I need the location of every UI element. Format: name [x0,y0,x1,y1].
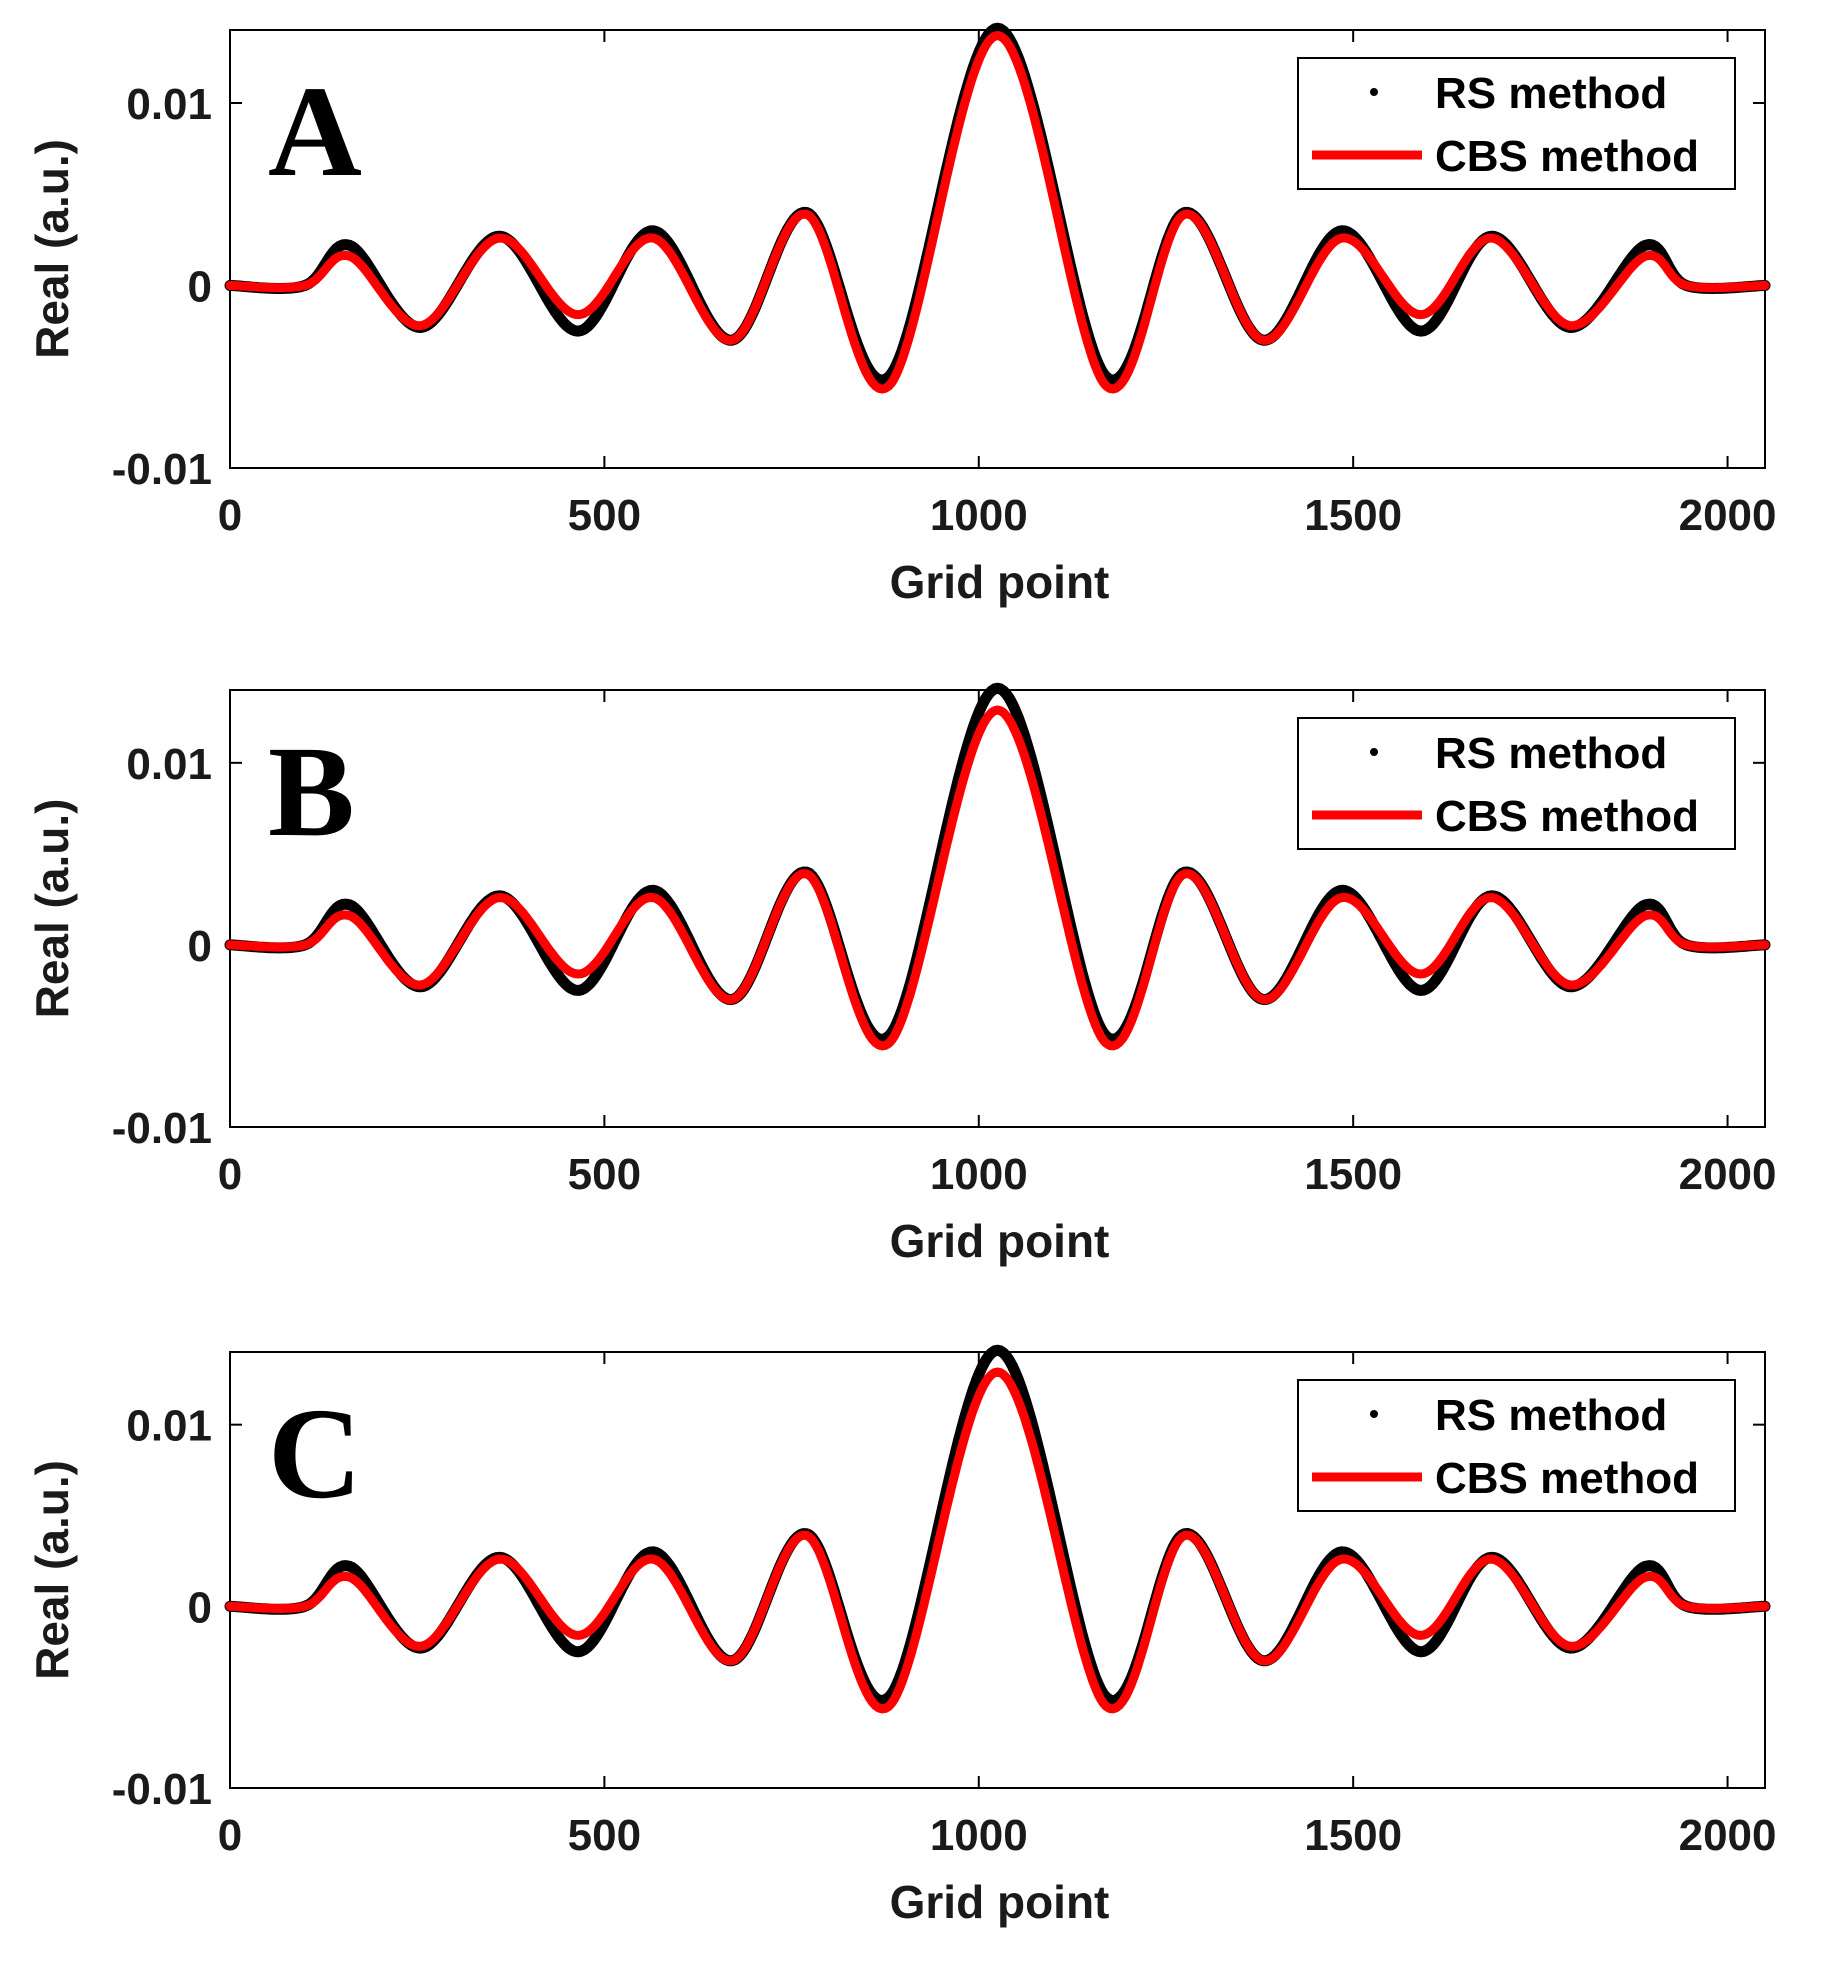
legend-marker-rs [1370,748,1378,756]
x-tick-label: 2000 [1679,1150,1777,1199]
y-tick-label: 0 [188,263,212,312]
x-axis-label: Grid point [890,1215,1110,1267]
legend: RS method CBS method [1297,57,1736,190]
legend-label-rs: RS method [1435,1391,1667,1440]
series-cbs-method [225,705,1770,1051]
series-cbs-method [225,1367,1770,1714]
legend-marker-rs [1370,88,1378,96]
x-axis-label: Grid point [890,1876,1110,1928]
legend-label-cbs: CBS method [1435,1454,1699,1503]
y-axis-label: Real (a.u.) [26,1460,78,1680]
x-tick-label: 2000 [1679,1811,1777,1860]
x-tick-label: 1500 [1304,491,1402,540]
legend-marker-rs [1370,1410,1378,1418]
series-cbs-method [225,31,1770,394]
x-tick-label: 1000 [930,1811,1028,1860]
y-tick-label: 0.01 [126,1402,212,1451]
y-tick-label: -0.01 [112,1765,212,1814]
legend-label-rs: RS method [1435,69,1667,118]
x-tick-label: 1500 [1304,1811,1402,1860]
x-tick-label: 500 [568,1811,641,1860]
y-tick-label: 0 [188,1583,212,1632]
legend-box [1297,57,1736,190]
legend: RS method CBS method [1297,1379,1736,1512]
x-tick-label: 0 [218,1811,242,1860]
panel-label: C [268,1382,362,1526]
y-tick-label: 0 [188,922,212,971]
x-tick-label: 500 [568,1150,641,1199]
y-tick-label: -0.01 [112,445,212,494]
y-axis-label: Real (a.u.) [26,139,78,359]
y-tick-label: 0.01 [126,80,212,129]
x-tick-label: 2000 [1679,491,1777,540]
legend-label-cbs: CBS method [1435,132,1699,181]
x-tick-label: 1500 [1304,1150,1402,1199]
x-tick-label: 1000 [930,491,1028,540]
legend-label-cbs: CBS method [1435,792,1699,841]
x-tick-label: 0 [218,491,242,540]
y-tick-label: 0.01 [126,740,212,789]
y-tick-label: -0.01 [112,1104,212,1153]
x-tick-label: 1000 [930,1150,1028,1199]
x-tick-label: 0 [218,1150,242,1199]
x-tick-label: 500 [568,491,641,540]
x-axis-label: Grid point [890,556,1110,608]
panel-label: A [268,60,362,204]
legend: RS method CBS method [1297,717,1736,850]
legend-label-rs: RS method [1435,729,1667,778]
panel-label: B [268,720,355,864]
y-axis-label: Real (a.u.) [26,799,78,1019]
legend-box [1297,717,1736,850]
legend-box [1297,1379,1736,1512]
